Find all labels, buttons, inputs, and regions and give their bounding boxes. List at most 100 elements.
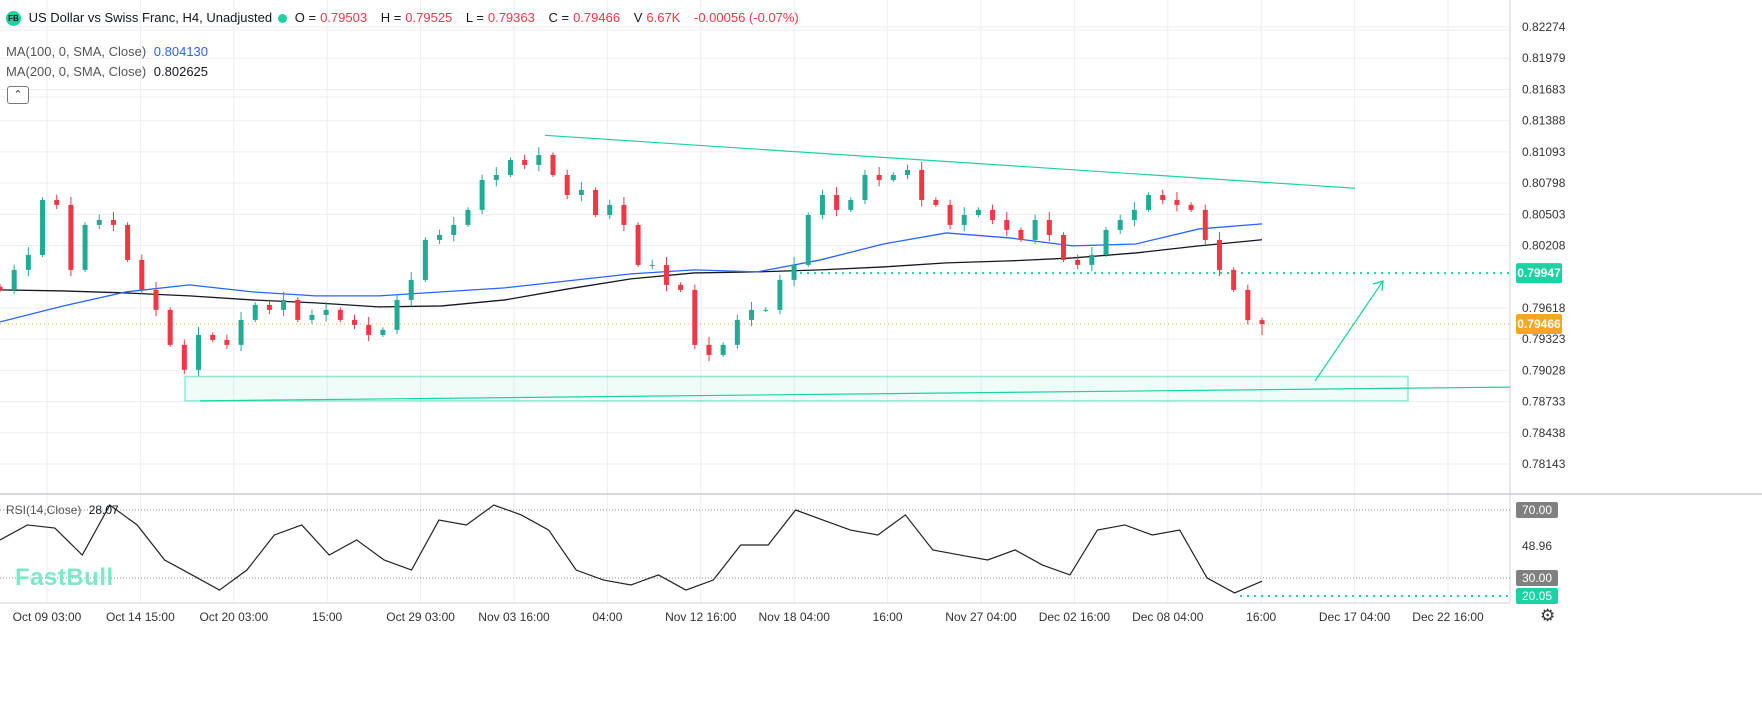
time-tick-label: 16:00 xyxy=(1246,610,1276,624)
candle-down xyxy=(153,289,159,310)
candle-up xyxy=(805,214,811,265)
rsi-line xyxy=(0,504,1263,594)
time-tick-label: Oct 29 03:00 xyxy=(386,610,455,624)
time-tick-label: 16:00 xyxy=(873,610,903,624)
candle-up xyxy=(1103,229,1109,255)
candle-up xyxy=(777,279,783,310)
candle-up xyxy=(507,159,513,175)
candle-up xyxy=(451,224,457,235)
candle-down xyxy=(678,284,684,290)
market-status-dot-icon xyxy=(278,14,288,24)
price-tick-label: 0.78438 xyxy=(1522,426,1566,440)
candle-up xyxy=(238,319,244,345)
price-tick-label: 0.80503 xyxy=(1522,207,1566,221)
candle-up xyxy=(791,264,797,280)
candle-up xyxy=(1117,219,1123,230)
time-tick-label: Oct 20 03:00 xyxy=(199,610,268,624)
price-tick-label: 0.81388 xyxy=(1522,114,1566,128)
candle-up xyxy=(493,174,499,180)
candle-down xyxy=(266,304,272,310)
candle-up xyxy=(323,309,329,315)
candle-down xyxy=(351,319,357,325)
price-tick-label: 0.79323 xyxy=(1522,332,1566,346)
candle-down xyxy=(621,204,627,225)
horizontal-level-badge: 0.79947 xyxy=(1517,266,1561,280)
candle-up xyxy=(437,234,443,240)
high-label: H = xyxy=(380,10,402,25)
candle-down xyxy=(1046,219,1052,235)
candle-up xyxy=(862,174,868,200)
low-value: 0.79363 xyxy=(487,10,535,25)
price-tick-label: 0.80208 xyxy=(1522,239,1566,253)
candle-up xyxy=(1089,254,1095,265)
candle-down xyxy=(224,339,230,345)
candle-up xyxy=(905,169,911,175)
candle-up xyxy=(607,204,613,215)
fastbull-logo: FB xyxy=(6,11,21,27)
ma100-line xyxy=(0,223,1263,323)
ma200-label: MA(200, 0, SMA, Close) xyxy=(6,64,147,79)
time-tick-label: Dec 08 04:00 xyxy=(1132,610,1204,624)
candle-down xyxy=(1202,209,1208,240)
ma100-value: 0.804130 xyxy=(153,44,209,59)
time-tick-label: Dec 02 16:00 xyxy=(1039,610,1111,624)
candle-down xyxy=(1245,289,1251,321)
candle-down xyxy=(366,324,372,335)
candle-down xyxy=(54,199,60,205)
candle-up xyxy=(536,155,542,165)
ma200-line xyxy=(0,239,1263,308)
candle-up xyxy=(649,264,655,266)
gear-icon[interactable]: ⚙ xyxy=(1540,606,1556,625)
candle-up xyxy=(961,214,967,225)
candle-up xyxy=(422,239,428,280)
candle-up xyxy=(848,199,854,210)
candle-down xyxy=(919,169,925,200)
candle-up xyxy=(82,224,88,270)
time-tick-label: Nov 27 04:00 xyxy=(945,610,1017,624)
candle-down xyxy=(1018,229,1024,240)
candle-up xyxy=(720,344,726,355)
support-zone xyxy=(184,375,1409,402)
candle-down xyxy=(0,286,3,290)
chevron-up-icon: ⌃ xyxy=(13,89,23,101)
candle-down xyxy=(181,344,187,370)
ma200-value: 0.802625 xyxy=(153,64,209,79)
close-label: C = xyxy=(548,10,570,25)
candle-up xyxy=(11,269,17,290)
time-tick-label: 15:00 xyxy=(312,610,342,624)
collapse-legend-button[interactable]: ⌃ xyxy=(7,86,29,104)
candle-up xyxy=(25,254,31,270)
candle-up xyxy=(749,309,755,320)
price-tick-label: 0.79028 xyxy=(1522,363,1566,377)
candle-down xyxy=(593,189,599,215)
symbol-title: US Dollar vs Swiss Franc, H4, Unadjusted xyxy=(28,10,273,25)
time-tick-label: Nov 03 16:00 xyxy=(478,610,550,624)
rsi-70-badge-bg xyxy=(1516,502,1558,518)
candle-up xyxy=(578,189,584,195)
candle-up xyxy=(309,314,315,320)
open-value: 0.79503 xyxy=(320,10,368,25)
candle-down xyxy=(1216,239,1222,270)
candle-up xyxy=(394,299,400,330)
rsi-legend[interactable]: RSI(14,Close) 28.07 xyxy=(6,503,123,517)
ma100-legend[interactable]: MA(100, 0, SMA, Close) 0.804130 xyxy=(6,44,212,59)
low-label: L = xyxy=(465,10,484,25)
candle-up xyxy=(196,334,202,370)
last-price-badge-bg xyxy=(1516,314,1562,335)
horizontal-level-badge-bg xyxy=(1516,263,1562,284)
projection-arrow xyxy=(1314,280,1384,382)
time-tick-label: Dec 17 04:00 xyxy=(1319,610,1391,624)
price-tick-label: 0.78143 xyxy=(1522,457,1566,471)
candle-up xyxy=(890,174,896,180)
fastbull-watermark: FastBull xyxy=(15,564,114,591)
ma200-legend[interactable]: MA(200, 0, SMA, Close) 0.802625 xyxy=(6,64,212,79)
price-tick-label: 0.79618 xyxy=(1522,301,1566,315)
price-tick-label: 0.80798 xyxy=(1522,176,1566,190)
volume-label: V xyxy=(633,10,643,25)
candle-up xyxy=(408,279,414,300)
time-tick-label: 04:00 xyxy=(592,610,622,624)
rsi-value: 28.07 xyxy=(88,503,119,517)
candle-down xyxy=(167,309,173,345)
candle-down xyxy=(522,159,528,165)
